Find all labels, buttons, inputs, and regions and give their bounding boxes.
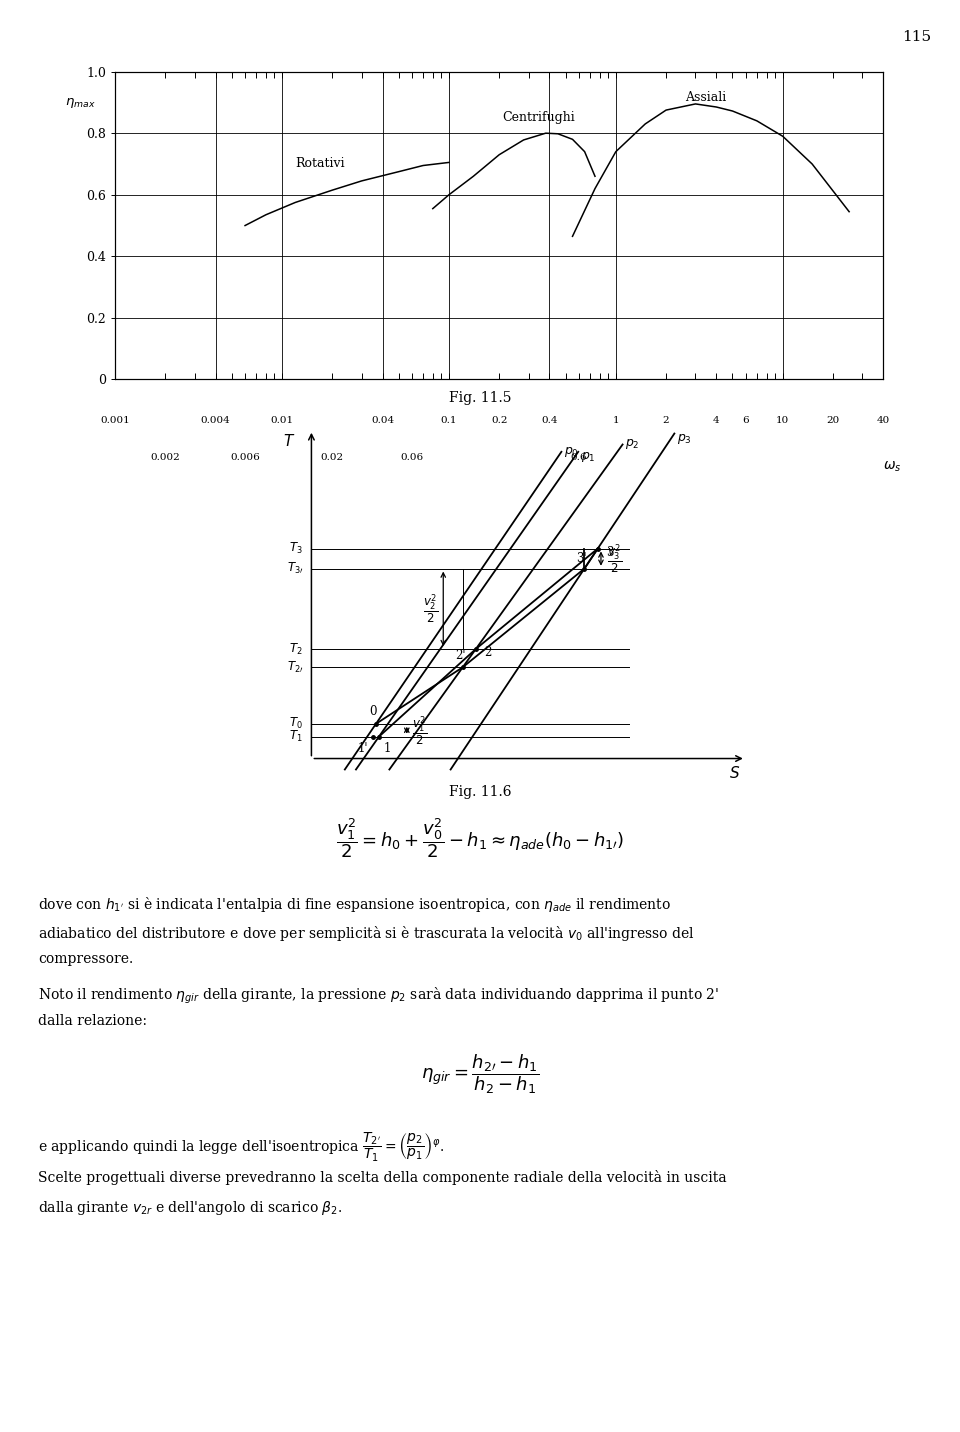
Text: $p_0$: $p_0$: [564, 445, 579, 458]
Text: 0.004: 0.004: [201, 417, 230, 425]
Text: 2: 2: [662, 417, 669, 425]
Text: Fig. 11.5: Fig. 11.5: [448, 391, 512, 405]
Text: 40: 40: [876, 417, 890, 425]
Text: 2': 2': [455, 649, 466, 662]
Text: dalla relazione:: dalla relazione:: [38, 1014, 148, 1028]
Text: $T_{3\prime}$: $T_{3\prime}$: [286, 561, 303, 576]
Text: $\dfrac{v_1^2}{2}$: $\dfrac{v_1^2}{2}$: [413, 713, 427, 746]
Text: 6: 6: [742, 417, 749, 425]
Text: 115: 115: [902, 30, 931, 44]
Text: adiabatico del distributore e dove per semplicità si è trascurata la velocità $v: adiabatico del distributore e dove per s…: [38, 924, 695, 942]
Text: 0.04: 0.04: [371, 417, 395, 425]
Text: 0.6: 0.6: [570, 454, 588, 463]
Text: $S$: $S$: [729, 765, 740, 780]
Text: Fig. 11.6: Fig. 11.6: [448, 785, 512, 799]
Text: 0.006: 0.006: [230, 454, 260, 463]
Text: 1: 1: [384, 742, 391, 755]
Text: $T$: $T$: [283, 432, 296, 448]
Text: 3: 3: [606, 546, 613, 558]
Text: 0.02: 0.02: [321, 454, 344, 463]
Text: 1: 1: [612, 417, 619, 425]
Text: $T_2$: $T_2$: [290, 642, 303, 656]
Text: $p_3$: $p_3$: [677, 432, 692, 445]
Text: $T_{2\prime}$: $T_{2\prime}$: [286, 660, 303, 674]
Text: 0.001: 0.001: [101, 417, 130, 425]
Text: $p_1$: $p_1$: [581, 450, 596, 464]
Text: Centrifughi: Centrifughi: [503, 110, 575, 123]
Text: 20: 20: [827, 417, 840, 425]
Text: $T_0$: $T_0$: [289, 716, 303, 732]
Text: $\eta_{max}$: $\eta_{max}$: [65, 96, 96, 110]
Text: 0.4: 0.4: [541, 417, 558, 425]
Text: Noto il rendimento $\eta_{gir}$ della girante, la pressione $p_2$ sarà data indi: Noto il rendimento $\eta_{gir}$ della gi…: [38, 985, 720, 1005]
Text: 4: 4: [713, 417, 720, 425]
Text: 2: 2: [484, 646, 492, 659]
Text: 0.002: 0.002: [151, 454, 180, 463]
Text: 0.01: 0.01: [271, 417, 294, 425]
Text: 1': 1': [358, 742, 369, 755]
Text: 0: 0: [370, 706, 377, 719]
Text: 3': 3': [576, 551, 587, 566]
Text: Rotativi: Rotativi: [296, 158, 345, 170]
Text: $\dfrac{v_1^2}{2} = h_0 + \dfrac{v_0^2}{2} - h_1 \approx \eta_{ade}\left(h_0 - h: $\dfrac{v_1^2}{2} = h_0 + \dfrac{v_0^2}{…: [336, 816, 624, 861]
Text: Assiali: Assiali: [685, 90, 727, 105]
Text: compressore.: compressore.: [38, 952, 133, 967]
Text: $\eta_{gir} = \dfrac{h_{2\prime} - h_1}{h_2 - h_1}$: $\eta_{gir} = \dfrac{h_{2\prime} - h_1}{…: [420, 1053, 540, 1095]
Text: dalla girante $v_{2r}$ e dell'angolo di scarico $\beta_2$.: dalla girante $v_{2r}$ e dell'angolo di …: [38, 1199, 343, 1217]
Text: dove con $h_{1'}$ si è indicata l'entalpia di fine espansione isoentropica, con : dove con $h_{1'}$ si è indicata l'entalp…: [38, 895, 672, 914]
Text: e applicando quindi la legge dell'isoentropica $\dfrac{T_{2'}}{T_1} = \left(\dfr: e applicando quindi la legge dell'isoent…: [38, 1131, 444, 1164]
Text: Scelte progettuali diverse prevedranno la scelta della componente radiale della : Scelte progettuali diverse prevedranno l…: [38, 1170, 727, 1184]
Text: 0.1: 0.1: [441, 417, 457, 425]
Text: $T_1$: $T_1$: [289, 729, 303, 745]
Text: $\dfrac{v_2^2}{2}$: $\dfrac{v_2^2}{2}$: [422, 593, 438, 626]
Text: 0.06: 0.06: [400, 454, 423, 463]
Text: $\omega_s$: $\omega_s$: [883, 460, 901, 474]
Text: 0.2: 0.2: [491, 417, 508, 425]
Text: 10: 10: [776, 417, 789, 425]
Text: $\dfrac{v_3^2}{2}$: $\dfrac{v_3^2}{2}$: [607, 543, 622, 576]
Text: $T_3$: $T_3$: [289, 541, 303, 556]
Text: $p_2$: $p_2$: [625, 438, 640, 451]
